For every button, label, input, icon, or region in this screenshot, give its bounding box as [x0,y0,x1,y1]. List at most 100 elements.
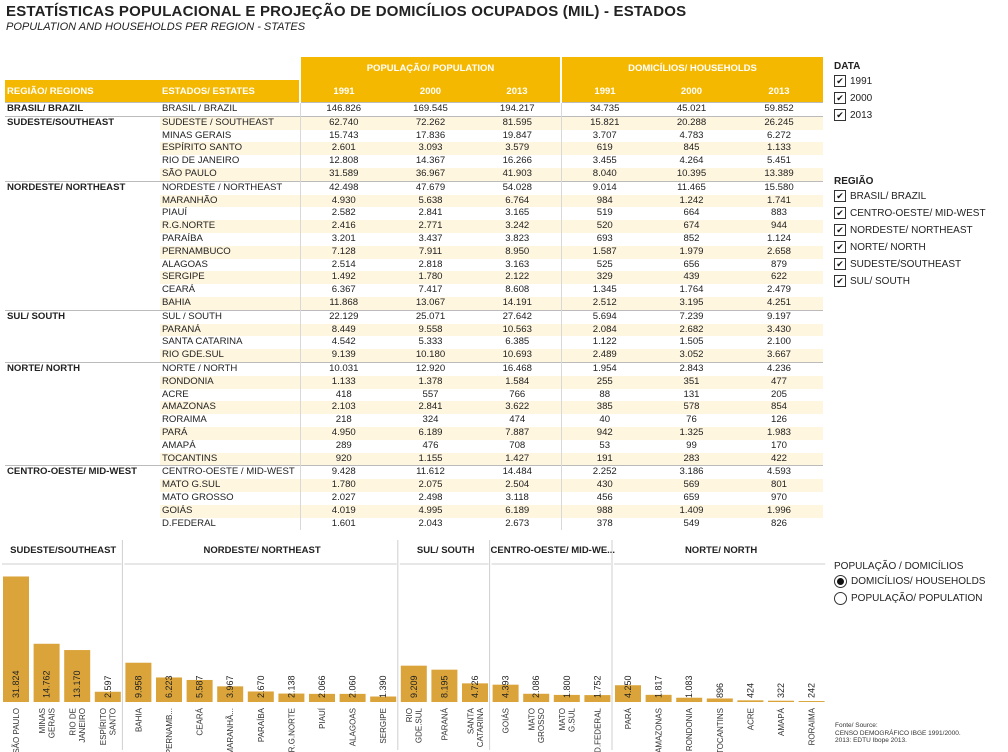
table-row: SUL/ SOUTH SUL / SOUTH 22.129 25.071 27.642 5… [5,309,823,363]
year-filter-item[interactable]: ✔ 2000 [834,92,872,104]
households-cell: 3.430 [735,323,823,337]
region-filter-item[interactable]: ✔ NORTE/ NORTH [834,241,926,253]
population-cell: 36.967 [387,167,474,182]
checkbox-icon[interactable]: ✔ [834,258,846,270]
households-bar-chart: SUDESTE/SOUTHEAST 31.824 SÃO PAULO 14.762 MI… [2,540,826,752]
table-row: SÃO PAULO 31.589 36.967 41.903 8.040 10.395 13… [5,167,823,182]
households-cell: 674 [648,220,735,233]
region-filter-item[interactable]: ✔ SUDESTE/SOUTHEAST [834,258,961,270]
population-cell: 6.385 [505,336,530,348]
checkbox-icon[interactable]: ✔ [834,190,846,202]
state-cell: AMAPÁ [162,439,196,451]
bar-category-label: MARANHÃ... [226,708,235,752]
state-cell: RIO DE JANEIRO [162,155,240,167]
households-cell: 9.014 [560,180,648,195]
bar [94,691,121,702]
households-cell: 1.409 [648,504,735,518]
population-cell: 418 [299,388,387,402]
households-cell: 520 [560,220,648,233]
population-cell: 9.139 [299,349,387,363]
population-cell: 4.930 [299,194,387,208]
checkbox-icon[interactable]: ✔ [834,224,846,236]
population-cell: 9.558 [387,323,474,337]
households-cell: 622 [735,271,823,285]
bar-category-label: D.FEDERAL [593,707,602,752]
population-cell: 6.189 [387,426,474,440]
year-filter-label: 1991 [850,75,873,87]
households-cell: 378 [560,517,648,531]
bar-value-label: 14.762 [42,670,52,698]
bar [462,683,488,702]
bar-value-label: 1.083 [684,675,694,698]
bar [217,686,244,702]
checkbox-icon[interactable]: ✔ [834,241,846,253]
measure-option[interactable]: DOMICÍLIOS/ HOUSEHOLDS [834,575,985,588]
region-filter-item[interactable]: ✔ NORDESTE/ NORTHEAST [834,224,973,236]
bar [431,669,458,702]
population-cell: 6.764 [474,194,561,208]
checkbox-icon[interactable]: ✔ [834,92,846,104]
bar [33,643,60,702]
table-row: D.FEDERAL 1.601 2.043 2.673 378 549 826 [5,517,823,531]
bar [186,679,213,702]
bar-value-label: 896 [715,683,725,698]
households-cell: 801 [735,479,823,492]
state-cell: PARANÁ [160,323,300,337]
state-cell: D.FEDERAL [162,517,216,529]
panel-title: CENTRO-OESTE/ MID-WE... [491,545,616,556]
table-row: BAHIA 11.868 13.067 14.191 2.512 3.195 4.251 [5,296,823,311]
bar-category-label: BAHIA [134,707,143,732]
bar-category-label: GOIÁS [502,708,511,733]
checkbox-icon[interactable]: ✔ [834,109,846,121]
region-filter-label: BRASIL/ BRAZIL [850,190,927,202]
state-cell: RIO GDE.SUL [160,349,300,363]
measure-option-label: POPULAÇÃO/ POPULATION [851,593,983,604]
bar-category-label: GERAIS [47,708,56,738]
panel-title: NORDESTE/ NORTHEAST [204,545,321,556]
region-filter-item[interactable]: ✔ SUL/ SOUTH [834,275,910,287]
bar-value-label: 4.726 [470,675,480,698]
bar-value-label: 6.223 [164,675,174,698]
table-body: BRASIL/ BRAZIL BRASIL / BRAZIL 146.826 169.… [5,102,823,531]
population-cell: 2.416 [299,220,387,233]
radio-icon[interactable] [834,575,847,588]
bar [706,698,733,702]
year-filter-item[interactable]: ✔ 1991 [834,75,872,87]
bar-category-label: SANTA [466,707,475,734]
bar [492,684,519,702]
bar-category-label: RONDONIA [685,707,694,751]
measure-option[interactable]: POPULAÇÃO/ POPULATION [834,592,983,605]
state-cell: PARAÍBA [162,232,203,244]
checkbox-icon[interactable]: ✔ [834,207,846,219]
population-cell: 4.019 [299,504,387,518]
bar-category-label: PIAUÍ [318,707,327,729]
households-cell: 5.694 [560,309,648,324]
state-cell: ALAGOAS [162,258,208,270]
bar-value-label: 31.824 [11,670,21,698]
population-cell: 8.449 [299,323,387,337]
table-row: MATO G.SUL 1.780 2.075 2.504 430 569 801 [5,479,823,492]
year-filter-item[interactable]: ✔ 2013 [834,109,872,121]
table-row: ESPÍRITO SANTO 2.601 3.093 3.579 619 845 1.133 [5,142,823,156]
table-row: MATO GROSSO 2.027 2.498 3.118 456 659 970 [5,491,823,505]
state-cell: GOIÁS [160,504,300,518]
header-dom-2000: 2000 [648,80,735,103]
bar [737,700,764,702]
state-cell: SUDESTE / SOUTHEAST [160,115,300,130]
population-cell: 13.067 [387,296,474,311]
population-cell: 2.771 [387,220,474,233]
state-cell: CENTRO-OESTE / MID-WEST [160,465,300,480]
region-filter-item[interactable]: ✔ BRASIL/ BRAZIL [834,190,926,202]
households-cell: 2.843 [648,361,735,376]
state-cell: SERGIPE [160,271,300,285]
households-cell: 1.983 [735,426,823,440]
households-cell: 549 [683,517,700,529]
region-filter-item[interactable]: ✔ CENTRO-OESTE/ MID-WEST [834,207,986,219]
checkbox-icon[interactable]: ✔ [834,275,846,287]
population-cell: 41.903 [474,167,561,182]
table-row: MINAS GERAIS 15.743 17.836 19.847 3.707 4.783… [5,129,823,143]
radio-icon[interactable] [834,592,847,605]
checkbox-icon[interactable]: ✔ [834,75,846,87]
state-cell: PERNAMBUCO [160,245,300,259]
households-cell: 13.389 [735,167,823,182]
